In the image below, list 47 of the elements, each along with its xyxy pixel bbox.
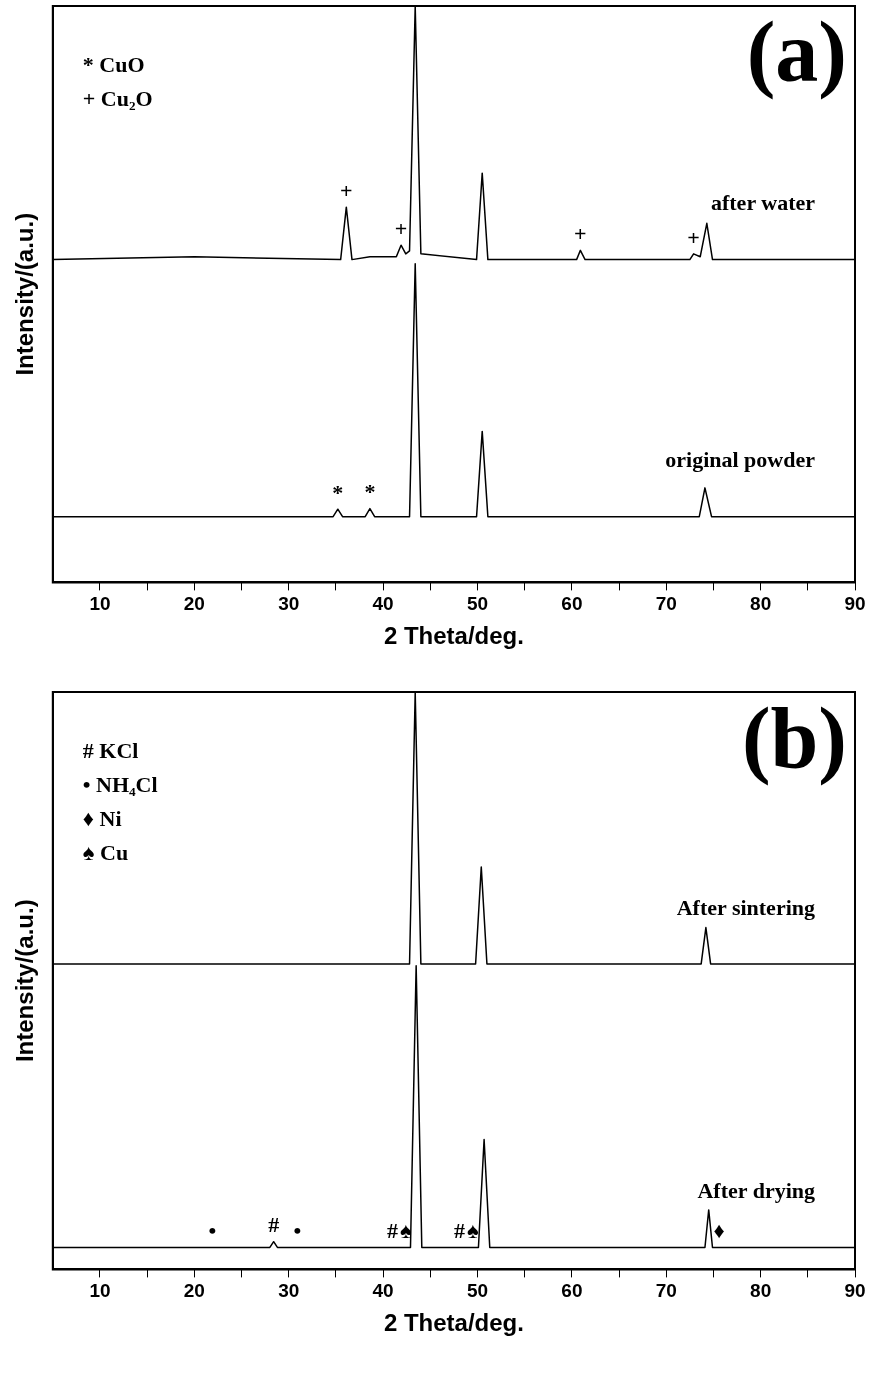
chart-title: (a): [746, 4, 847, 101]
annotation: • NH₄Cl: [82, 771, 158, 797]
x-tick-label: 50: [466, 593, 489, 615]
annotation: ♦ Ni: [82, 805, 122, 831]
annotation: •: [293, 1218, 302, 1244]
annotation: #: [454, 1218, 466, 1244]
annotation: ♠: [466, 1218, 479, 1244]
series-label: After sintering: [676, 894, 815, 920]
annotation: +: [394, 215, 408, 241]
annotation: *: [364, 479, 376, 505]
annotation: *: [332, 479, 344, 505]
annotation: +: [687, 224, 700, 250]
x-tick-label: 70: [655, 1280, 677, 1302]
x-tick-label: 10: [89, 593, 111, 615]
x-tick-label: 10: [89, 1280, 111, 1302]
x-tick-label: 40: [372, 1280, 394, 1302]
annotation: #: [387, 1218, 399, 1244]
x-tick-label: 80: [750, 593, 772, 615]
annotation: ♦: [713, 1218, 725, 1244]
x-tick-label: 40: [372, 593, 394, 615]
x-tick-label: 20: [183, 593, 205, 615]
annotation: + Cu₂O: [82, 85, 153, 111]
x-tick-label: 70: [655, 593, 677, 615]
x-tick-label: 60: [561, 1280, 583, 1302]
annotation: ♠ Cu: [82, 839, 129, 865]
y-axis-title: Intensity/(a.u.): [11, 212, 39, 376]
x-tick-label: 30: [278, 593, 300, 615]
x-tick-label: 30: [278, 1280, 300, 1302]
x-tick-label: 60: [561, 593, 583, 615]
annotation: •: [208, 1218, 217, 1244]
annotation: +: [574, 221, 587, 247]
annotation: * CuO: [82, 51, 145, 77]
x-tick-label: 50: [466, 1280, 489, 1302]
chart-title: (b): [741, 690, 847, 787]
annotation: # KCl: [82, 737, 139, 763]
x-tick-label: 20: [183, 1280, 205, 1302]
x-axis-title: 2 Theta/deg.: [383, 622, 524, 650]
series-label: original powder: [665, 447, 816, 473]
annotation: #: [268, 1212, 280, 1238]
x-tick-label: 80: [750, 1280, 772, 1302]
x-tick-label: 90: [844, 593, 866, 615]
series-label: after water: [710, 190, 816, 216]
series-label: After drying: [697, 1178, 815, 1204]
x-axis-title: 2 Theta/deg.: [383, 1309, 524, 1337]
annotation: +: [340, 177, 353, 203]
y-axis-title: Intensity/(a.u.): [11, 899, 39, 1063]
x-tick-label: 90: [844, 1280, 866, 1302]
